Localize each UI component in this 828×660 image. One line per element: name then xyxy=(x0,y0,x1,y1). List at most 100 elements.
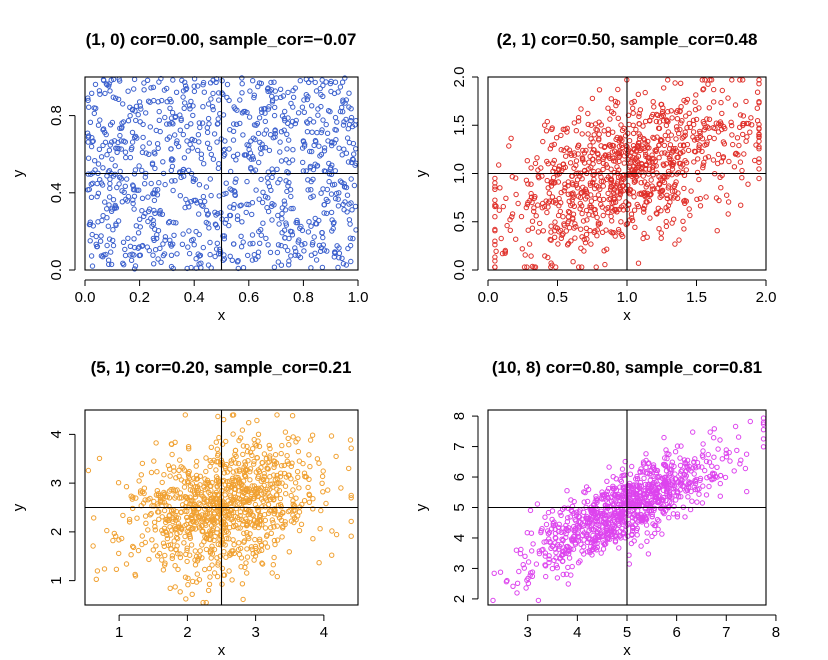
data-point xyxy=(309,432,316,438)
data-point xyxy=(542,122,548,128)
data-point xyxy=(658,230,664,236)
data-point xyxy=(173,89,180,96)
data-point xyxy=(490,597,496,604)
data-point xyxy=(579,176,585,182)
data-point xyxy=(541,539,547,545)
data-point xyxy=(492,186,498,193)
data-point xyxy=(321,202,328,208)
data-point xyxy=(744,134,750,140)
data-point xyxy=(545,161,551,167)
data-point xyxy=(742,465,749,472)
data-point xyxy=(575,560,582,566)
data-point xyxy=(650,521,656,527)
data-point xyxy=(251,436,257,443)
data-point xyxy=(520,562,526,568)
data-point xyxy=(313,257,320,263)
data-point xyxy=(313,88,320,94)
data-point xyxy=(284,453,290,459)
data-point xyxy=(641,136,647,142)
data-point xyxy=(288,253,294,259)
data-point xyxy=(283,222,290,228)
data-point xyxy=(678,482,684,488)
data-point xyxy=(92,158,98,164)
data-point xyxy=(668,462,675,468)
data-point xyxy=(132,108,138,114)
data-point xyxy=(188,98,194,105)
data-point xyxy=(286,235,292,242)
data-point xyxy=(256,514,263,520)
data-point xyxy=(553,200,559,206)
data-point xyxy=(673,109,680,115)
data-point xyxy=(565,564,571,571)
data-point xyxy=(108,208,115,215)
data-point xyxy=(148,85,154,91)
data-point xyxy=(672,476,678,482)
data-point xyxy=(164,535,171,542)
data-point xyxy=(301,498,308,504)
data-point xyxy=(650,473,656,479)
data-point xyxy=(578,226,584,232)
data-point xyxy=(293,248,299,255)
data-point xyxy=(234,107,240,113)
data-point xyxy=(631,538,637,544)
data-point xyxy=(306,79,312,86)
data-point xyxy=(200,528,206,535)
data-point xyxy=(740,122,746,129)
data-point xyxy=(210,90,216,97)
data-point xyxy=(632,172,638,178)
data-point xyxy=(286,258,292,264)
data-point xyxy=(717,122,723,129)
data-point xyxy=(642,495,648,502)
data-point xyxy=(166,495,173,501)
data-point xyxy=(609,230,615,236)
data-point xyxy=(726,449,732,456)
data-point xyxy=(131,206,137,212)
data-point xyxy=(186,204,192,210)
data-point xyxy=(156,117,163,124)
data-point xyxy=(523,204,529,211)
data-point xyxy=(590,161,596,167)
data-point xyxy=(563,228,569,234)
data-point xyxy=(195,132,202,138)
data-point xyxy=(147,124,154,130)
data-point xyxy=(244,554,251,560)
data-point xyxy=(300,138,306,144)
data-point xyxy=(527,197,533,204)
data-point xyxy=(277,149,283,155)
data-point xyxy=(536,548,542,554)
data-point xyxy=(551,141,557,148)
data-point xyxy=(115,139,121,146)
data-point xyxy=(250,446,256,452)
data-point xyxy=(170,157,176,163)
data-point xyxy=(725,95,731,101)
data-point xyxy=(618,219,624,225)
data-point xyxy=(557,208,563,215)
data-point xyxy=(329,162,335,168)
data-point xyxy=(756,156,762,162)
data-point xyxy=(595,529,601,535)
data-point xyxy=(247,477,253,483)
data-point xyxy=(127,113,133,119)
data-point xyxy=(623,523,629,529)
data-point xyxy=(572,541,579,547)
data-point xyxy=(350,157,356,163)
data-point xyxy=(609,200,615,207)
data-point xyxy=(249,257,256,263)
data-point xyxy=(246,114,253,120)
data-point xyxy=(284,131,290,138)
data-point xyxy=(126,516,133,523)
data-point xyxy=(129,251,135,257)
data-point xyxy=(683,198,689,204)
data-point xyxy=(629,518,636,524)
data-point xyxy=(638,543,644,549)
data-point xyxy=(143,150,149,156)
data-point xyxy=(274,537,281,543)
data-point xyxy=(674,116,681,122)
data-point xyxy=(618,510,625,516)
data-point xyxy=(202,566,208,573)
data-point xyxy=(307,148,313,155)
data-point xyxy=(570,190,576,196)
data-point xyxy=(240,443,247,449)
data-point xyxy=(644,234,650,240)
data-point xyxy=(557,509,563,516)
